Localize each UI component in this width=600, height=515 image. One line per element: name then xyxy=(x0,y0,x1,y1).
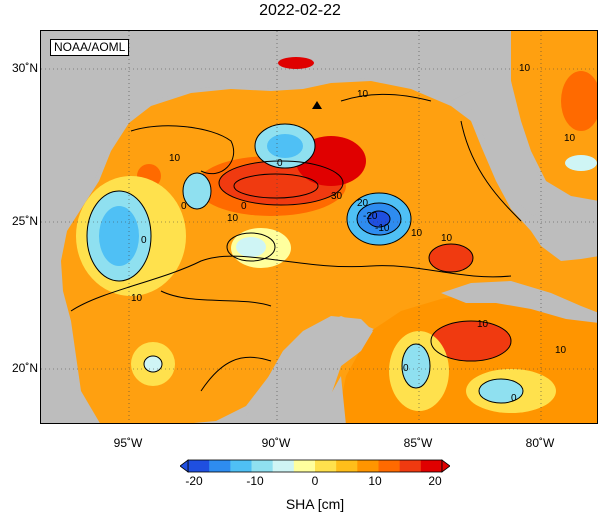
mexico-west-land xyxy=(41,231,98,423)
colorbar-cell xyxy=(230,460,252,472)
colorbar-min-arrow xyxy=(180,459,189,473)
cold-eddy-central xyxy=(236,237,266,257)
florida-land xyxy=(466,31,546,216)
contour-label: 10 xyxy=(477,319,489,330)
colorbar-cell xyxy=(357,460,379,472)
delta-warm-patch xyxy=(278,57,314,69)
colorbar-tick-label: -20 xyxy=(185,474,203,488)
colorbar-cell xyxy=(399,460,422,472)
warm-anomaly-caribbean xyxy=(431,321,511,361)
colorbar-max-arrow xyxy=(441,459,450,473)
credit-label: NOAA/AOML xyxy=(50,39,130,56)
contour-label: 10 xyxy=(564,133,576,144)
warm-anomaly-yucatan xyxy=(429,244,473,272)
cold-eddy-north-core xyxy=(267,134,303,158)
lon-label-85w: 85˚W xyxy=(403,436,433,450)
lat-label-20n: 20˚N xyxy=(11,361,38,375)
contour-label: -10 xyxy=(375,223,390,234)
cold-eddy-atlantic xyxy=(565,155,597,171)
lon-label-90w: 90˚W xyxy=(261,436,291,450)
contour-label: 0 xyxy=(181,201,187,212)
lat-label-25n: 25˚N xyxy=(11,214,38,228)
colorbar-cell xyxy=(272,460,295,472)
contour-label: 0 xyxy=(511,393,517,404)
contour-label: 0 xyxy=(241,201,247,212)
colorbar-tick-label: -10 xyxy=(246,474,264,488)
contour-label: 0 xyxy=(141,235,147,246)
lon-label-80w: 80˚W xyxy=(525,436,555,450)
contour-label: 0 xyxy=(403,363,409,374)
contour-label: 10 xyxy=(411,228,423,239)
colorbar-tick-label: 0 xyxy=(311,474,319,488)
warm-anomaly-atlantic xyxy=(561,71,597,131)
colorbar xyxy=(180,459,450,473)
colorbar-cell xyxy=(315,460,337,472)
colorbar-cell xyxy=(293,460,316,472)
sea-height-map: 10 10 0 10 30 20 10 -10 -20 10 0 0 10 0 … xyxy=(40,30,598,424)
contour-label: 10 xyxy=(357,89,369,100)
contour-label: 10 xyxy=(555,345,567,356)
contour-label: 10 xyxy=(169,153,181,164)
colorbar-cell xyxy=(209,460,231,472)
colorbar-cell xyxy=(378,460,401,472)
cold-eddy-south xyxy=(479,379,523,403)
contour-value-labels: 10 10 0 10 30 20 10 -10 -20 10 0 0 10 0 … xyxy=(131,63,576,404)
colorbar-tick-label: 20 xyxy=(428,474,442,488)
contour-label: 30 xyxy=(331,191,343,202)
contour-lines xyxy=(70,93,524,404)
colorbar-cell xyxy=(188,460,210,472)
contour-label: -20 xyxy=(363,211,378,222)
contour-label: 10 xyxy=(441,233,453,244)
contour-label: 20 xyxy=(357,198,369,209)
colorbar-cell xyxy=(420,460,443,472)
colorbar-cell xyxy=(336,460,358,472)
contour-label: 10 xyxy=(519,63,531,74)
us-coast-land xyxy=(41,31,471,236)
contour-label: 10 xyxy=(131,293,143,304)
central-america-land xyxy=(321,376,346,423)
lon-label-95w: 95˚W xyxy=(113,436,143,450)
colorbar-title: SHA [cm] xyxy=(285,496,345,512)
cold-eddy-southwest xyxy=(144,356,162,372)
cold-eddy-small xyxy=(183,173,211,209)
colorbar-cell xyxy=(251,460,274,472)
cold-eddy-loop-center xyxy=(368,211,390,227)
cold-eddy-caribbean xyxy=(402,344,430,388)
yucatan-land xyxy=(242,316,373,423)
colorbar-tick-label: 10 xyxy=(368,474,382,488)
contour-label: 0 xyxy=(277,158,283,169)
cuba-land xyxy=(441,281,597,323)
cold-eddy-west-core xyxy=(99,206,139,266)
map-canvas: 10 10 0 10 30 20 10 -10 -20 10 0 0 10 0 … xyxy=(41,31,597,423)
contour-label: 10 xyxy=(227,213,239,224)
station-marker-icon xyxy=(312,101,322,109)
map-title: 2022-02-22 xyxy=(259,2,341,19)
grid-lines xyxy=(41,31,597,423)
lat-label-30n: 30˚N xyxy=(11,61,38,75)
